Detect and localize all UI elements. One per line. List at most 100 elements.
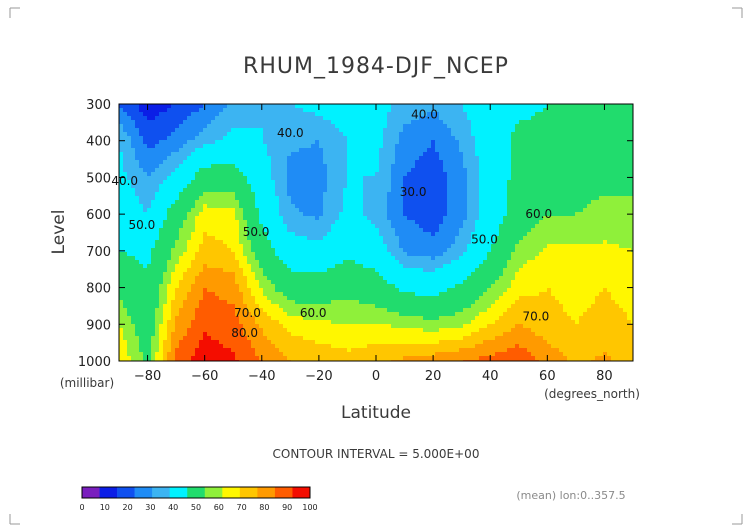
field-cell <box>167 244 172 249</box>
field-cell <box>291 116 296 121</box>
field-cell <box>383 208 388 213</box>
field-cell <box>203 180 208 185</box>
field-cell <box>531 164 536 169</box>
field-cell <box>271 212 276 217</box>
field-cell <box>387 208 392 213</box>
field-cell <box>407 112 412 117</box>
field-cell <box>303 252 308 257</box>
field-cell <box>619 204 624 209</box>
field-cell <box>207 172 212 177</box>
field-cell <box>295 104 300 109</box>
field-cell <box>139 104 144 109</box>
field-cell <box>431 144 436 149</box>
field-cell <box>475 140 480 145</box>
field-cell <box>623 220 628 225</box>
field-cell <box>491 240 496 245</box>
field-cell <box>239 132 244 137</box>
field-cell <box>139 136 144 141</box>
field-cell <box>515 196 520 201</box>
field-cell <box>551 216 556 221</box>
field-cell <box>623 224 628 229</box>
field-cell <box>243 208 248 213</box>
field-cell <box>327 136 332 141</box>
field-cell <box>323 196 328 201</box>
field-cell <box>471 132 476 137</box>
field-cell <box>199 176 204 181</box>
field-cell <box>467 160 472 165</box>
field-cell <box>275 228 280 233</box>
field-cell <box>139 148 144 153</box>
field-cell <box>447 244 452 249</box>
field-cell <box>419 248 424 253</box>
field-cell <box>575 208 580 213</box>
field-cell <box>255 124 260 129</box>
field-cell <box>219 160 224 165</box>
field-cell <box>507 132 512 137</box>
field-cell <box>603 188 608 193</box>
field-cell <box>195 200 200 205</box>
field-cell <box>187 168 192 173</box>
field-cell <box>583 108 588 113</box>
field-cell <box>351 140 356 145</box>
field-cell <box>375 204 380 209</box>
field-cell <box>319 172 324 177</box>
field-cell <box>507 240 512 245</box>
field-cell <box>323 212 328 217</box>
field-cell <box>447 232 452 237</box>
field-cell <box>443 236 448 241</box>
field-cell <box>283 128 288 133</box>
field-cell <box>335 144 340 149</box>
field-cell <box>539 188 544 193</box>
field-cell <box>479 136 484 141</box>
field-cell <box>295 148 300 153</box>
field-cell <box>495 144 500 149</box>
field-cell <box>463 120 468 125</box>
field-cell <box>327 176 332 181</box>
field-cell <box>487 232 492 237</box>
field-cell <box>439 108 444 113</box>
field-cell <box>423 204 428 209</box>
field-cell <box>535 208 540 213</box>
field-cell <box>263 236 268 241</box>
field-cell <box>167 192 172 197</box>
field-cell <box>183 172 188 177</box>
field-cell <box>535 116 540 121</box>
field-cell <box>131 228 136 233</box>
field-cell <box>215 164 220 169</box>
field-cell <box>123 152 128 157</box>
field-cell <box>483 116 488 121</box>
field-cell <box>223 116 228 121</box>
field-cell <box>303 104 308 109</box>
field-cell <box>311 128 316 133</box>
field-cell <box>447 184 452 189</box>
field-cell <box>207 248 212 253</box>
field-cell <box>599 168 604 173</box>
field-cell <box>399 108 404 113</box>
field-cell <box>547 160 552 165</box>
field-cell <box>147 196 152 201</box>
field-cell <box>195 176 200 181</box>
field-cell <box>467 184 472 189</box>
field-cell <box>339 184 344 189</box>
field-cell <box>259 228 264 233</box>
field-cell <box>287 180 292 185</box>
field-cell <box>603 112 608 117</box>
field-cell <box>407 192 412 197</box>
field-cell <box>435 216 440 221</box>
field-cell <box>387 144 392 149</box>
field-cell <box>379 160 384 165</box>
field-cell <box>343 108 348 113</box>
field-cell <box>275 120 280 125</box>
field-cell <box>439 240 444 245</box>
field-cell <box>243 112 248 117</box>
field-cell <box>403 196 408 201</box>
field-cell <box>379 196 384 201</box>
field-cell <box>443 168 448 173</box>
field-cell <box>423 136 428 141</box>
field-cell <box>243 248 248 253</box>
field-cell <box>151 184 156 189</box>
field-cell <box>483 148 488 153</box>
field-cell <box>131 180 136 185</box>
field-cell <box>619 180 624 185</box>
field-cell <box>415 200 420 205</box>
